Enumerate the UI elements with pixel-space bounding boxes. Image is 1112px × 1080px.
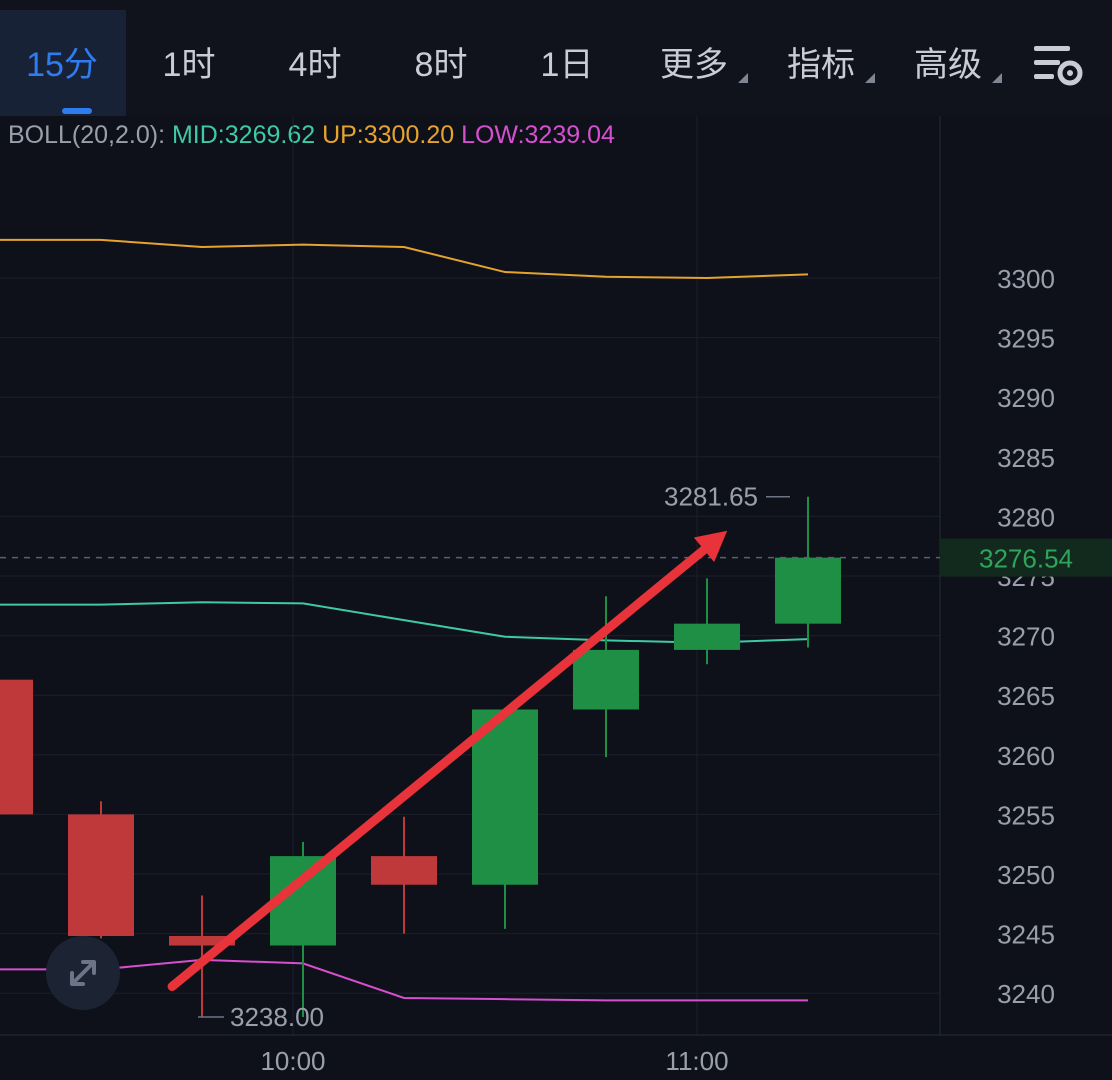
y-tick-label: 3265	[997, 681, 1055, 711]
tab-6[interactable]: 指标	[787, 46, 855, 84]
boll-mid-line	[0, 601, 809, 644]
tab-dropdown-indicator	[992, 73, 1002, 83]
boll-indicator-name: BOLL(20,2.0):	[8, 121, 166, 149]
y-tick-label: 3295	[997, 324, 1055, 354]
trend-arrow-head	[693, 530, 728, 563]
trend-arrow-shaft	[167, 538, 717, 992]
active-tab-highlight	[0, 10, 126, 116]
tab-7[interactable]: 高级	[914, 46, 982, 84]
candle-body	[573, 649, 639, 710]
candle-body	[169, 935, 235, 946]
candle-body	[674, 623, 740, 650]
y-tick-label: 3290	[997, 383, 1055, 413]
candle-body	[371, 856, 437, 885]
candle-body	[0, 679, 33, 815]
expand-arrows-icon	[70, 960, 96, 986]
y-tick-label: 3240	[997, 979, 1055, 1009]
tab-1[interactable]: 1时	[162, 46, 216, 84]
tab-4[interactable]: 1日	[540, 46, 594, 84]
candle-body	[472, 709, 538, 885]
boll-lower-line	[0, 958, 808, 1002]
high-price-label: 3281.65	[664, 482, 758, 512]
low-price-label: 3238.00	[230, 1002, 324, 1032]
tab-0[interactable]: 15分	[26, 46, 98, 84]
boll-upper-line	[0, 238, 809, 280]
y-tick-label: 3285	[997, 443, 1055, 473]
current-price-tag	[940, 538, 1112, 577]
boll-mid-value: MID:3269.62	[171, 121, 316, 149]
y-tick-label: 3280	[997, 502, 1055, 532]
active-tab-underline	[62, 108, 92, 114]
x-tick-label: 11:00	[665, 1046, 728, 1076]
y-tick-label: 3245	[997, 920, 1055, 950]
tab-2[interactable]: 4时	[288, 46, 342, 84]
boll-indicator-legend: BOLL(20,2.0): MID:3269.62 UP:3300.20 LOW…	[8, 118, 615, 152]
y-tick-label: 3250	[997, 860, 1055, 890]
timeframe-tabbar: 15分 1时 4时 8时 1日 更多 指标 高级	[0, 0, 1112, 116]
x-tick-label: 10:00	[260, 1046, 325, 1076]
candle-body	[68, 814, 134, 936]
boll-low-value: LOW:3239.04	[461, 121, 615, 149]
tab-5[interactable]: 更多	[660, 46, 728, 84]
tab-dropdown-indicator	[738, 73, 748, 83]
tab-dropdown-indicator	[865, 73, 875, 83]
chart-settings-icon[interactable]	[1030, 40, 1086, 90]
y-tick-label: 3255	[997, 800, 1055, 830]
expand-chart-button[interactable]	[46, 936, 120, 1010]
boll-up-value: UP:3300.20	[322, 121, 455, 149]
y-tick-label: 3260	[997, 741, 1055, 771]
current-price-label: 3276.54	[979, 544, 1073, 574]
candle-body	[775, 557, 841, 624]
y-tick-label: 3300	[997, 264, 1055, 294]
y-tick-label: 3270	[997, 622, 1055, 652]
tab-3[interactable]: 8时	[414, 46, 468, 84]
